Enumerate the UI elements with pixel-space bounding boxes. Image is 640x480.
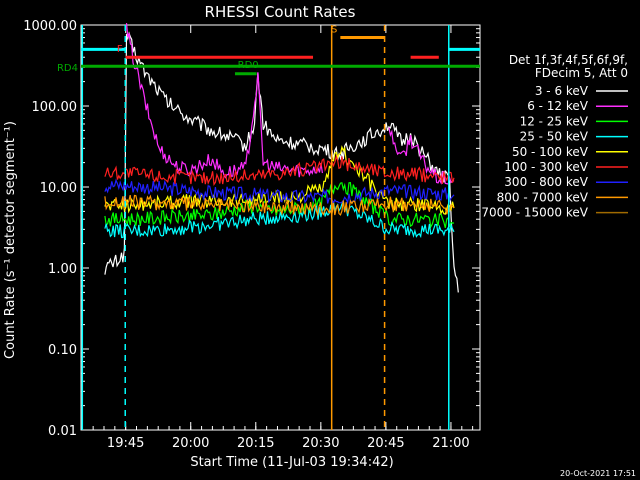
footer-date: 20-Oct-2021 17:51 xyxy=(560,469,636,478)
x-tick-label: 20:30 xyxy=(302,436,339,451)
y-tick-label: 10.00 xyxy=(40,181,77,196)
legend-entry-label: 300 - 800 keV xyxy=(504,175,588,189)
legend-entry-label: 3 - 6 keV xyxy=(535,84,589,98)
state-marker-label: S xyxy=(331,25,337,36)
state-marker-label: F xyxy=(117,44,123,55)
state-marker-label: RD4 xyxy=(57,63,78,74)
legend-entry-label: 12 - 25 keV xyxy=(520,114,589,128)
series-line-1 xyxy=(125,23,455,185)
x-tick-label: 20:15 xyxy=(237,436,274,451)
axes: 1000.00 100.00 10.00 1.00 0.10 0.01 19:45 20:00… xyxy=(23,19,481,451)
legend-entry-label: 100 - 300 keV xyxy=(504,160,588,174)
legend-header: Det 1f,3f,4f,5f,6f,9f, xyxy=(509,53,628,67)
y-axis-label: Count Rate (s⁻¹ detector segment⁻¹) xyxy=(3,121,18,359)
series-line-0 xyxy=(104,31,459,293)
x-axis-label: Start Time (11-Jul-03 19:34:42) xyxy=(190,455,393,470)
y-tick-label: 100.00 xyxy=(32,100,78,115)
x-tick-label: 21:00 xyxy=(432,436,469,451)
legend-entry-label: 50 - 100 keV xyxy=(512,145,589,159)
y-tick-label: 1000.00 xyxy=(23,19,77,34)
series-line-6 xyxy=(104,178,455,205)
x-tick-label: 20:00 xyxy=(172,436,209,451)
x-tick-label: 20:45 xyxy=(367,436,404,451)
legend-entry-label: 6 - 12 keV xyxy=(527,99,589,113)
series-line-3 xyxy=(104,198,455,239)
y-tick-label: 0.01 xyxy=(48,424,77,439)
plot-frame xyxy=(80,24,481,431)
series-line-7 xyxy=(104,194,455,217)
legend-entry-label: 7000 - 15000 keV xyxy=(481,206,588,220)
y-tick-label: 1.00 xyxy=(48,262,77,277)
legend-header: FDecim 5, Att 0 xyxy=(535,66,628,80)
series-layer xyxy=(104,23,459,293)
legend: Det 1f,3f,4f,5f,6f,9f,FDecim 5, Att 0 3 -… xyxy=(481,53,628,220)
y-tick-label: 0.10 xyxy=(48,343,77,358)
legend-entry-label: 800 - 7000 keV xyxy=(497,190,589,204)
x-tick-label: 19:45 xyxy=(107,436,144,451)
state-markers-layer: FRD0RD4S xyxy=(57,25,480,430)
chart-title: RHESSI Count Rates xyxy=(205,3,356,21)
legend-entry-label: 25 - 50 keV xyxy=(520,130,589,144)
series-line-5 xyxy=(104,154,455,187)
